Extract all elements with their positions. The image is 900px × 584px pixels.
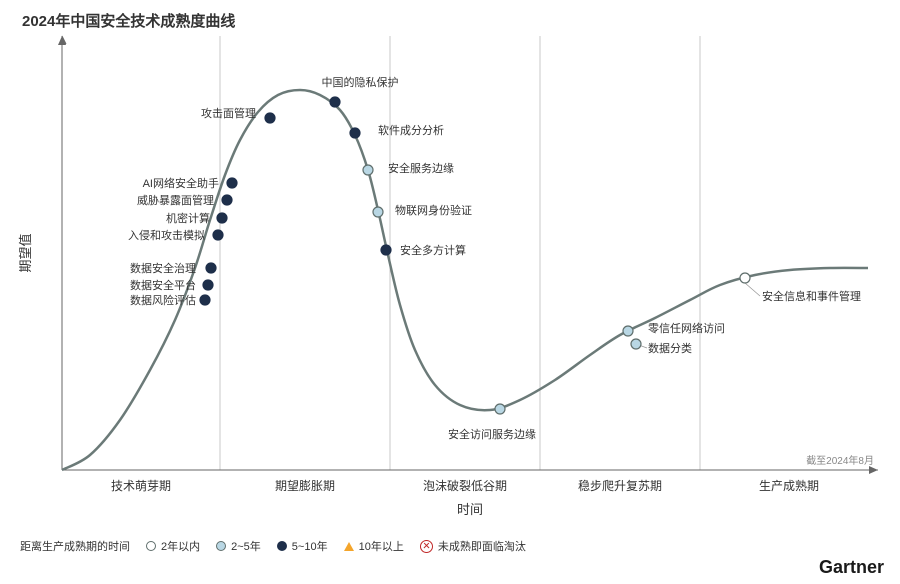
dot-label: 数据分类 (648, 341, 692, 355)
phase-label: 生产成熟期 (759, 478, 819, 493)
dot-label: 威胁暴露面管理 (137, 193, 214, 207)
dot-marker (227, 178, 237, 188)
dot-label: 数据风险评估 (130, 293, 196, 307)
dot-marker (350, 128, 360, 138)
legend-label: 5~10年 (292, 538, 328, 554)
dot-marker (265, 113, 275, 123)
phase-label: 泡沫破裂低谷期 (423, 478, 507, 493)
dot-marker (200, 295, 210, 305)
phase-label: 期望膨胀期 (275, 479, 335, 493)
dot-label: 安全多方计算 (400, 243, 466, 257)
phase-label: 稳步爬升复苏期 (578, 478, 662, 493)
dot-marker (363, 165, 373, 175)
hype-cycle-svg: 期望值时间 技术萌芽期 期望膨胀期 泡沫破裂低谷期 稳步爬升复苏期 生产成熟期 数据风险评估… (0, 0, 900, 584)
y-axis-label: 期望值 (18, 233, 33, 272)
chart-title: 2024年中国安全技术成熟度曲线 (22, 10, 235, 31)
dot-label: 数据安全治理 (130, 261, 196, 275)
x-axis-label: 时间 (457, 502, 483, 517)
legend-label: 10年以上 (359, 538, 404, 554)
legend-cross-icon (420, 540, 433, 553)
legend: 距离生产成熟期的时间 2年以内 2~5年 5~10年 10年以上 未成熟即面临淘汰 (20, 538, 526, 554)
legend-item: 5~10年 (277, 538, 328, 554)
phase-label: 技术萌芽期 (111, 479, 171, 493)
legend-circle-icon (277, 541, 287, 551)
legend-label: 未成熟即面临淘汰 (438, 538, 526, 554)
legend-label: 2年以内 (161, 538, 200, 554)
dot-label: AI网络安全助手 (143, 176, 219, 190)
dot-label: 入侵和攻击模拟 (128, 228, 205, 242)
legend-lead: 距离生产成熟期的时间 (20, 538, 130, 554)
dot-marker (373, 207, 383, 217)
dot-label: 安全访问服务边缘 (448, 427, 536, 441)
dot-label: 安全信息和事件管理 (762, 289, 861, 303)
dot-marker (203, 280, 213, 290)
legend-label: 2~5年 (231, 538, 261, 554)
legend-circle-icon (146, 541, 156, 551)
dot-label: 软件成分分析 (378, 123, 444, 137)
legend-item: 2年以内 (146, 538, 200, 554)
dot-label: 物联网身份验证 (395, 203, 472, 217)
dot-marker (330, 97, 340, 107)
dot-marker (217, 213, 227, 223)
legend-item: 10年以上 (344, 538, 404, 554)
legend-triangle-icon (344, 542, 354, 551)
legend-item: 未成熟即面临淘汰 (420, 538, 526, 554)
dot-marker (381, 245, 391, 255)
dot-marker (206, 263, 216, 273)
dot-label: 攻击面管理 (201, 106, 256, 120)
legend-item: 2~5年 (216, 538, 261, 554)
dot-label: 零信任网络访问 (648, 321, 725, 335)
dot-marker (740, 273, 750, 283)
brand-logo: Gartner (819, 557, 884, 578)
dot-marker (631, 339, 641, 349)
dot-marker (213, 230, 223, 240)
leader-line (745, 283, 760, 296)
chart-container: 2024年中国安全技术成熟度曲线 期望值时间 技术萌芽期 期望膨胀期 泡沫破裂低谷期 稳… (0, 0, 900, 584)
dot-label: 数据安全平台 (130, 278, 196, 292)
dot-label: 机密计算 (166, 211, 210, 225)
dot-label: 中国的隐私保护 (322, 75, 399, 89)
legend-circle-icon (216, 541, 226, 551)
dot-marker (222, 195, 232, 205)
dot-marker (623, 326, 633, 336)
dot-label: 安全服务边缘 (388, 161, 454, 175)
as-of-note: 截至2024年8月 (806, 454, 874, 467)
dot-marker (495, 404, 505, 414)
